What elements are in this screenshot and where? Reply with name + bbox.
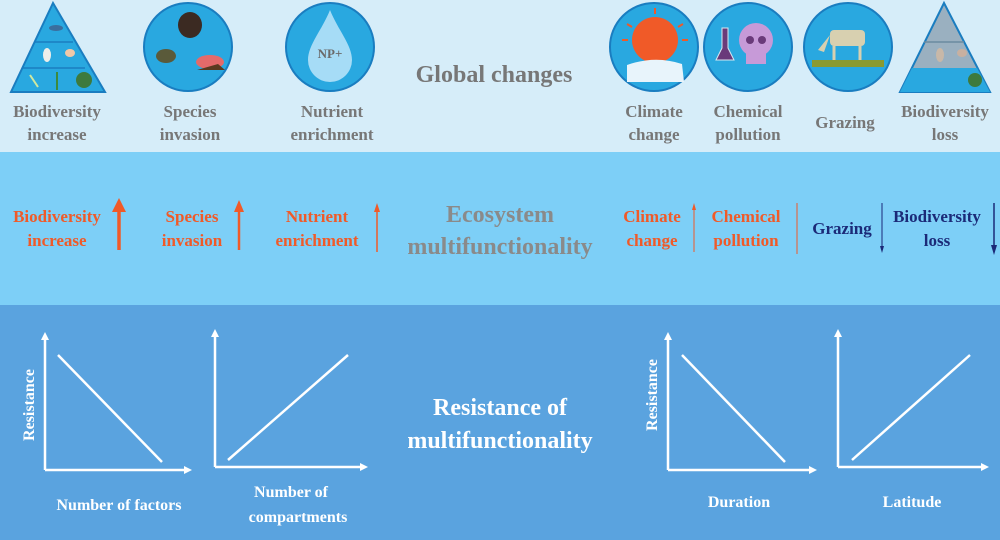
faded-food-pyramid-icon [898, 0, 992, 93]
invasive-species-icon [143, 2, 233, 92]
trend-line [57, 354, 163, 463]
top-label-biodiversity-increase: Biodiversity [13, 102, 101, 121]
resistance-title-1: Resistance of [433, 395, 568, 421]
mid-label-biodiversity-increase: Biodiversity [13, 207, 101, 226]
up-arrow-icon [692, 203, 696, 252]
x-axis-label-compartments: compartments [249, 509, 348, 526]
down-arrow-icon [991, 203, 997, 255]
down-arrow-icon [880, 203, 884, 253]
graph-latitude [834, 329, 989, 471]
mid-label-climate-change: Climate [623, 207, 681, 226]
global-changes-title: Global changes [416, 62, 573, 88]
y-axis-label-resistance: Resistance [644, 359, 661, 431]
graph-number-of-factors [41, 332, 192, 474]
trend-line [851, 354, 971, 461]
mid-label-biodiversity-loss: Biodiversity [893, 207, 981, 226]
trend-line [227, 354, 349, 461]
sun-ice-icon [609, 2, 699, 92]
ecosystem-title-2: multifunctionality [407, 234, 592, 260]
graph-number-of-compartments [211, 329, 368, 471]
x-axis-label-latitude: Latitude [883, 494, 942, 511]
mid-label-nutrient-enrichment: Nutrient [286, 207, 349, 226]
trend-line [681, 354, 786, 463]
ecosystem-title-1: Ecosystem [446, 202, 554, 228]
up-arrow-icon [234, 200, 244, 250]
top-label-biodiversity-loss: Biodiversity [901, 102, 989, 121]
up-arrow-icon [112, 198, 126, 250]
nutrient-icon-text: NP+ [318, 46, 343, 61]
x-axis-label-duration: Duration [708, 494, 770, 511]
water-drop-icon: NP+ [285, 2, 375, 92]
mid-label-biodiversity-increase-2: increase [27, 231, 87, 250]
top-label-climate-change-2: change [629, 125, 680, 144]
mid-label-grazing: Grazing [812, 219, 872, 238]
mid-label-climate-change-2: change [627, 231, 678, 250]
middle-band [0, 152, 1000, 305]
resistance-title-2: multifunctionality [407, 428, 592, 454]
top-label-nutrient-enrichment-2: enrichment [290, 125, 373, 144]
x-axis-label-number-of-factors: Number of factors [56, 497, 181, 514]
top-label-climate-change: Climate [625, 102, 683, 121]
mid-label-species-invasion-2: invasion [162, 231, 223, 250]
top-label-biodiversity-increase-2: increase [27, 125, 87, 144]
top-label-species-invasion: Species [164, 102, 217, 121]
graph-duration [664, 332, 817, 474]
top-label-chemical-pollution: Chemical [714, 102, 783, 121]
top-label-nutrient-enrichment: Nutrient [301, 102, 364, 121]
mid-label-chemical-pollution: Chemical [712, 207, 781, 226]
mid-label-biodiversity-loss-2: loss [924, 231, 951, 250]
up-arrow-icon [374, 203, 380, 252]
mid-label-chemical-pollution-2: pollution [713, 231, 779, 250]
top-label-biodiversity-loss-2: loss [932, 125, 959, 144]
mid-label-species-invasion: Species [166, 207, 219, 226]
x-axis-label-number-of: Number of [254, 484, 329, 501]
top-label-species-invasion-2: invasion [160, 125, 221, 144]
cow-icon [803, 2, 893, 92]
food-pyramid-icon [9, 0, 107, 93]
y-axis-label-resistance: Resistance [21, 369, 38, 441]
skull-flask-icon [703, 2, 793, 92]
mid-label-nutrient-enrichment-2: enrichment [275, 231, 358, 250]
top-label-chemical-pollution-2: pollution [715, 125, 781, 144]
top-label-grazing: Grazing [815, 113, 875, 132]
bottom-band [0, 305, 1000, 540]
